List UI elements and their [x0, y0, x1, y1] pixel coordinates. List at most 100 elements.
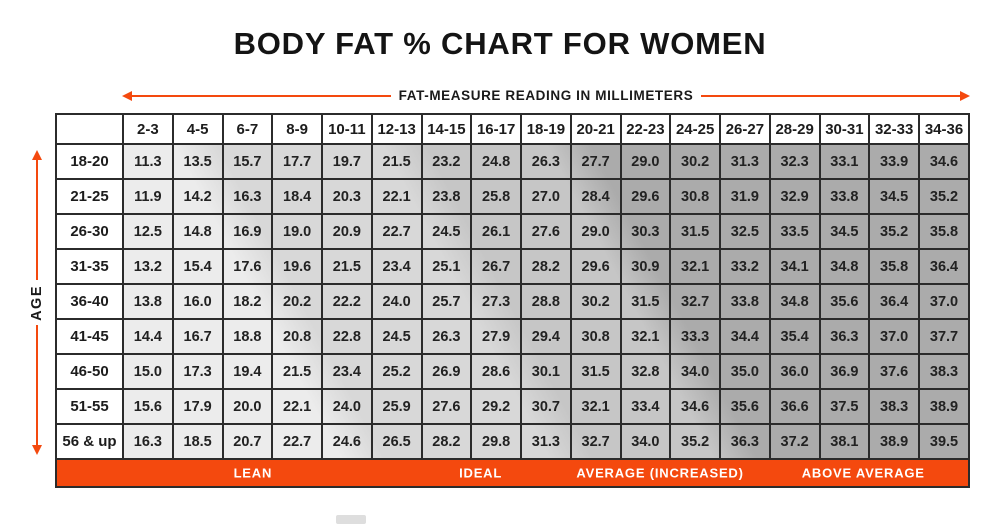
body-fat-cell: 25.2 [370, 353, 423, 390]
axis-line-lower [36, 325, 38, 446]
age-row-header: 46-50 [55, 353, 124, 390]
body-fat-cell: 34.1 [768, 248, 821, 285]
page-title: BODY FAT % CHART FOR WOMEN [233, 26, 767, 61]
body-fat-cell: 15.0 [122, 353, 174, 390]
body-fat-cell: 37.2 [768, 423, 821, 460]
body-fat-cell: 37.5 [818, 388, 871, 425]
body-fat-cell: 13.5 [171, 143, 224, 180]
body-fat-cell: 35.2 [669, 423, 721, 460]
body-fat-cell: 22.8 [321, 318, 373, 355]
body-fat-cell: 27.7 [569, 143, 622, 180]
body-fat-cell: 39.5 [918, 423, 970, 460]
body-fat-cell: 32.8 [619, 353, 672, 390]
body-fat-cell: 22.7 [370, 213, 423, 250]
body-fat-cell: 21.5 [271, 353, 323, 390]
category-label: IDEAL [459, 465, 503, 481]
body-fat-cell: 33.9 [868, 143, 920, 180]
body-fat-cell: 25.8 [470, 178, 522, 215]
body-fat-cell: 13.2 [122, 248, 174, 285]
body-fat-cell: 34.0 [669, 353, 721, 390]
body-fat-cell: 32.1 [569, 388, 622, 425]
table-row: 46-50 15.0 17.3 19.4 21.5 23.4 25.2 26.9 28.6 30.… [55, 353, 970, 390]
body-fat-cell: 13.8 [122, 283, 174, 320]
column-header: 34-36 [918, 113, 970, 145]
body-fat-cell: 30.2 [569, 283, 622, 320]
body-fat-cell: 29.0 [569, 213, 622, 250]
body-fat-cell: 19.7 [321, 143, 373, 180]
body-fat-cell: 19.0 [271, 213, 323, 250]
arrow-down-icon [32, 445, 42, 456]
body-fat-cell: 35.8 [868, 248, 920, 285]
body-fat-cell: 22.2 [321, 283, 373, 320]
body-fat-cell: 34.6 [669, 388, 721, 425]
arrow-right-icon [960, 90, 970, 101]
body-fat-cell: 15.6 [122, 388, 174, 425]
body-fat-cell: 22.1 [271, 388, 323, 425]
body-fat-cell: 32.1 [619, 318, 672, 355]
column-header: 22-23 [619, 113, 672, 145]
table-header: 2-3 4-5 6-7 8-9 10-11 12-13 14-15 16-17 18-19 20-… [55, 113, 970, 145]
body-fat-cell: 36.4 [918, 248, 970, 285]
body-fat-cell: 34.8 [818, 248, 871, 285]
left-axis-label: AGE [29, 284, 45, 321]
age-row-header: 18-20 [55, 143, 124, 180]
body-fat-cell: 24.6 [321, 423, 373, 460]
body-fat-cell: 15.4 [171, 248, 224, 285]
body-fat-cell: 26.5 [370, 423, 423, 460]
axis-line-upper [36, 160, 38, 280]
body-fat-cell: 31.9 [719, 178, 771, 215]
body-fat-cell: 36.6 [768, 388, 821, 425]
body-fat-cell: 27.3 [470, 283, 522, 320]
body-fat-cell: 29.8 [470, 423, 522, 460]
body-fat-cell: 35.4 [768, 318, 821, 355]
body-fat-cell: 26.3 [520, 143, 572, 180]
body-fat-cell: 23.4 [370, 248, 423, 285]
axis-line-left [132, 94, 391, 97]
arrow-left-icon [122, 90, 132, 101]
body-fat-cell: 20.3 [321, 178, 373, 215]
body-fat-cell: 18.8 [221, 318, 274, 355]
body-fat-cell: 29.4 [520, 318, 572, 355]
body-fat-cell: 38.3 [868, 388, 920, 425]
body-fat-cell: 35.2 [918, 178, 970, 215]
corner-cell [55, 113, 124, 145]
body-fat-cell: 37.7 [918, 318, 970, 355]
body-fat-cell: 30.8 [569, 318, 622, 355]
body-fat-cell: 28.2 [420, 423, 473, 460]
body-fat-cell: 27.0 [520, 178, 572, 215]
table-body: 18-20 11.3 13.5 15.7 17.7 19.7 21.5 23.2 24.8 26.… [55, 143, 970, 460]
category-label: AVERAGE (INCREASED) [576, 465, 744, 481]
category-label: LEAN [233, 465, 273, 481]
age-row-header: 56 & up [55, 423, 124, 460]
body-fat-cell: 32.7 [569, 423, 622, 460]
column-header: 8-9 [271, 113, 323, 145]
body-fat-cell: 19.4 [221, 353, 274, 390]
body-fat-cell: 32.7 [669, 283, 721, 320]
body-fat-cell: 33.1 [818, 143, 871, 180]
body-fat-cell: 30.9 [619, 248, 672, 285]
left-axis: AGE [28, 150, 46, 456]
table-row: 18-20 11.3 13.5 15.7 17.7 19.7 21.5 23.2 24.8 26.… [55, 143, 970, 180]
table-area: 2-3 4-5 6-7 8-9 10-11 12-13 14-15 16-17 18-19 20-… [55, 113, 970, 488]
body-fat-cell: 38.9 [918, 388, 970, 425]
column-header: 24-25 [669, 113, 721, 145]
body-fat-cell: 11.3 [122, 143, 174, 180]
column-header: 18-19 [520, 113, 572, 145]
body-fat-cell: 29.6 [619, 178, 672, 215]
body-fat-cell: 28.6 [470, 353, 522, 390]
body-fat-cell: 32.9 [768, 178, 821, 215]
body-fat-cell: 38.9 [868, 423, 920, 460]
body-fat-cell: 29.2 [470, 388, 522, 425]
body-fat-cell: 14.2 [171, 178, 224, 215]
body-fat-cell: 34.5 [818, 213, 871, 250]
body-fat-cell: 29.6 [569, 248, 622, 285]
body-fat-cell: 17.9 [171, 388, 224, 425]
column-header: 14-15 [420, 113, 473, 145]
body-fat-cell: 17.3 [171, 353, 224, 390]
column-header: 20-21 [569, 113, 622, 145]
body-fat-cell: 38.3 [918, 353, 970, 390]
table-row: 51-55 15.6 17.9 20.0 22.1 24.0 25.9 27.6 29.2 30.… [55, 388, 970, 425]
body-fat-cell: 36.0 [768, 353, 821, 390]
body-fat-cell: 17.6 [221, 248, 274, 285]
age-row-header: 51-55 [55, 388, 124, 425]
